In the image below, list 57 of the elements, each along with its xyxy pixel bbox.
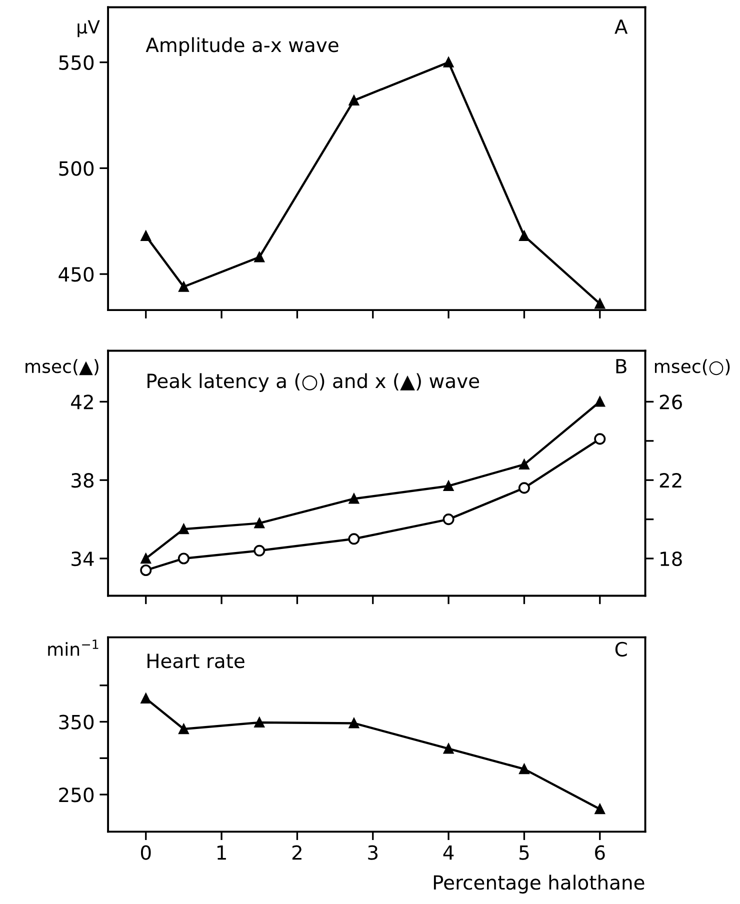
x-axis-title: Percentage halothane (434, 874, 644, 894)
point (594, 433, 606, 445)
x-tick-label: 6 (595, 845, 605, 860)
point (254, 252, 264, 262)
point (519, 764, 530, 774)
point (594, 396, 605, 407)
y2-tick-label: 22 (660, 473, 682, 488)
point (519, 230, 530, 242)
point (519, 459, 530, 470)
y-tick-label: 350 (59, 714, 94, 730)
text: Peak latency a (○) and x (▲) wave (148, 373, 480, 392)
y-axis-title: min$^{−1}$ (48, 640, 98, 656)
x-tick-label: 5 (520, 845, 529, 860)
y-tick-label: 550 (59, 55, 94, 70)
point (178, 552, 190, 564)
point (254, 717, 264, 728)
point (254, 544, 266, 556)
point (594, 298, 605, 309)
point (443, 480, 454, 492)
point (442, 514, 454, 526)
text: Amplitude a-x wave (146, 37, 338, 56)
text: Heart rate (148, 654, 244, 668)
point (140, 553, 151, 564)
point (348, 494, 360, 504)
x-tick-label: 4 (443, 845, 454, 860)
point (348, 533, 360, 545)
point (348, 718, 360, 728)
y-axis-title: msec(▲) (26, 359, 98, 376)
y2-tick-label: 26 (660, 394, 682, 410)
point (443, 744, 454, 754)
point (140, 693, 151, 704)
annotation: B (616, 359, 626, 374)
point (140, 564, 152, 576)
annotation: A (614, 20, 628, 34)
point (178, 524, 189, 534)
x-tick-label: 2 (292, 845, 302, 860)
point (140, 230, 151, 242)
point (443, 57, 454, 68)
y-tick-label: 500 (59, 161, 94, 176)
y-axis-title: µV (78, 20, 100, 38)
point (178, 282, 189, 292)
x-tick-label: 1 (217, 845, 226, 860)
point (594, 804, 605, 814)
annotation: C (615, 642, 627, 657)
x-tick-label: 0 (140, 845, 151, 860)
point (254, 518, 264, 528)
y2-tick-label: 18 (660, 551, 682, 566)
x-tick-label: 3 (368, 845, 378, 860)
y-tick-label: 450 (58, 267, 94, 282)
y2-axis-title: msec(○) (654, 359, 730, 376)
y-tick-label: 38 (72, 473, 94, 488)
point (348, 95, 360, 106)
y-tick-label: 42 (71, 394, 93, 410)
point (178, 724, 189, 734)
point (518, 482, 530, 494)
y-tick-label: 250 (59, 788, 94, 802)
y-tick-label: 34 (72, 551, 94, 566)
